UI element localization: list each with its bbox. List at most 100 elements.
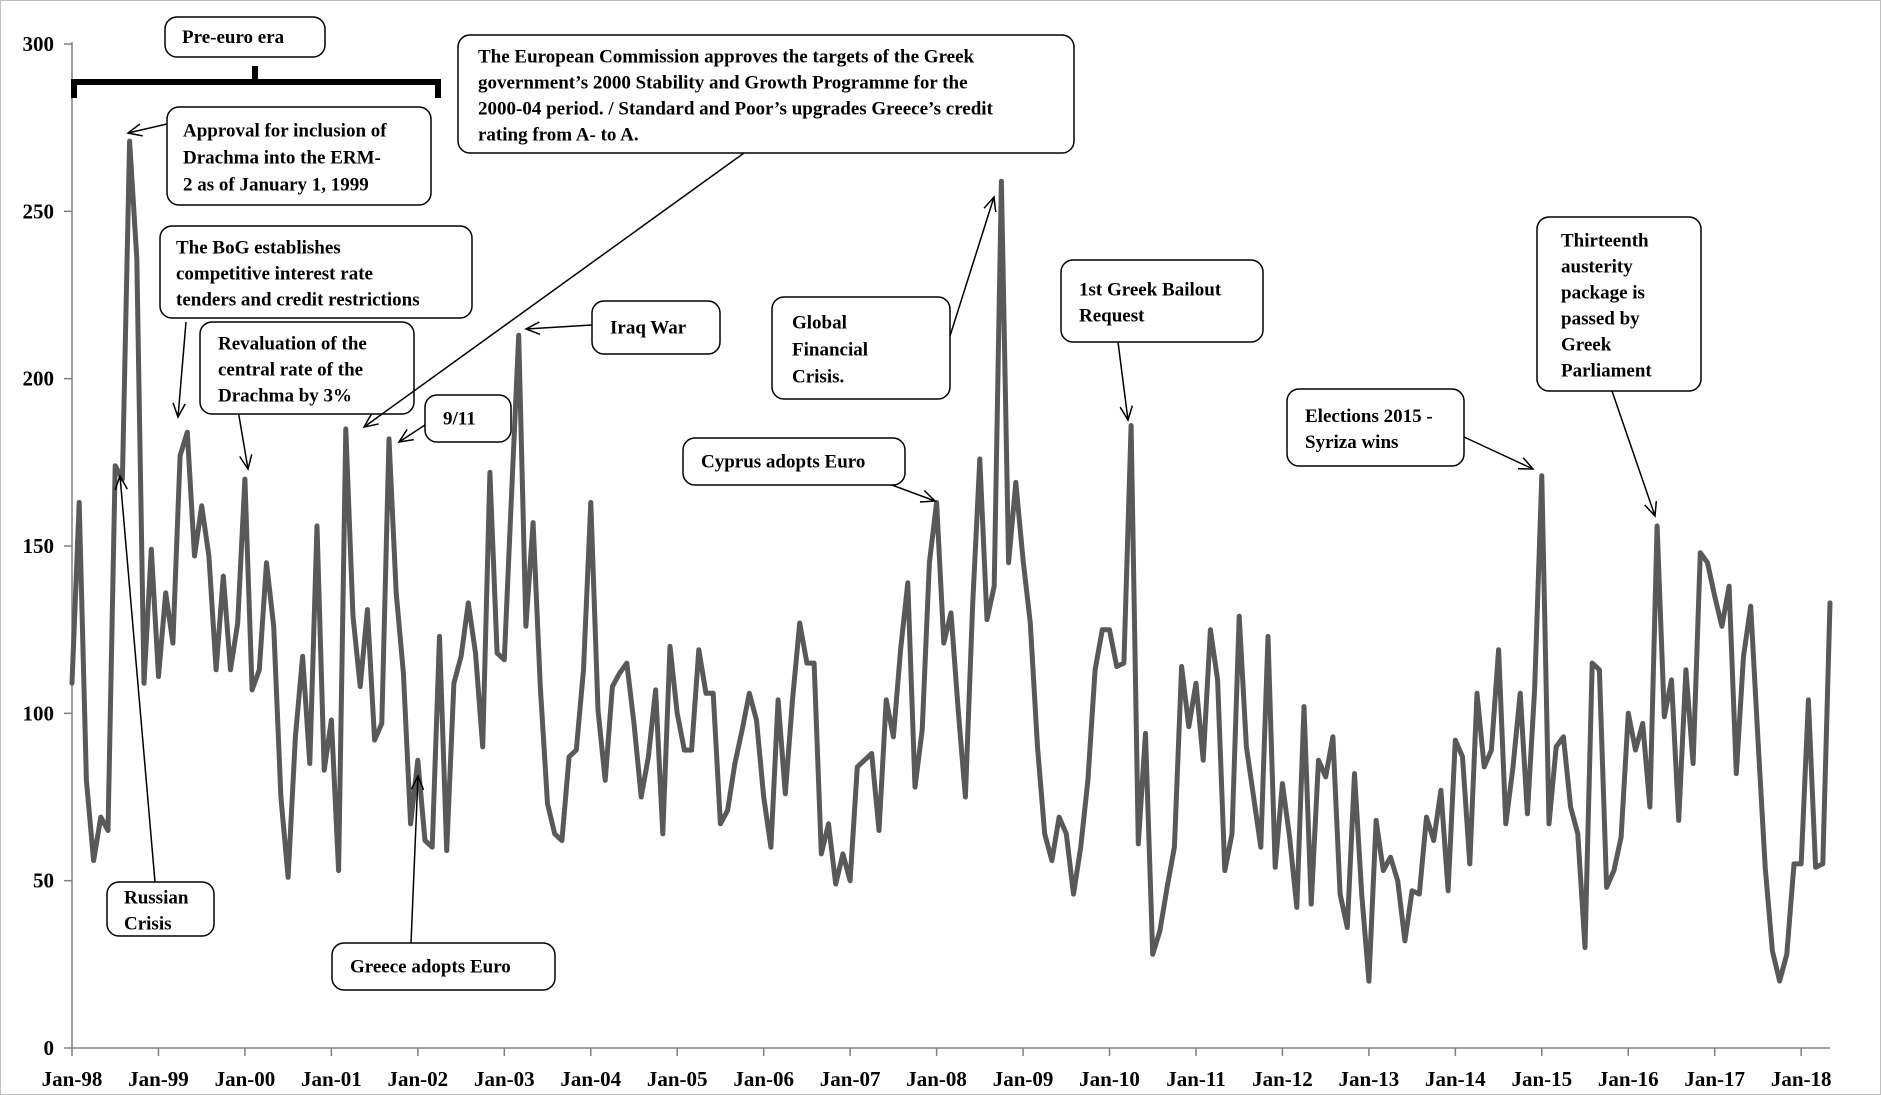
annotation-cyprus-euro: Cyprus adopts Euro xyxy=(682,437,937,503)
x-tick-label: Jan-12 xyxy=(1252,1067,1313,1091)
arrow-head xyxy=(114,474,128,491)
x-tick-label: Jan-05 xyxy=(647,1067,708,1091)
annotation-text: Syriza wins xyxy=(1305,432,1398,453)
arrow-head xyxy=(172,402,186,419)
annotation-text: 9/11 xyxy=(443,409,476,430)
annotation-box xyxy=(164,16,326,58)
x-tick-label: Jan-09 xyxy=(993,1067,1054,1091)
arrow-head xyxy=(397,428,414,444)
x-tick-label: Jan-06 xyxy=(733,1067,794,1091)
annotation-text: competitive interest rate xyxy=(176,263,373,284)
y-tick-label: 150 xyxy=(23,534,55,558)
x-tick-label: Jan-11 xyxy=(1166,1067,1226,1091)
annotation-text: Financial xyxy=(792,340,868,361)
annotation-text: Greece adopts Euro xyxy=(350,957,511,978)
x-tick-label: Jan-16 xyxy=(1598,1067,1659,1091)
annotation-global-financial-crisis: Global Financial Crisis. xyxy=(771,195,997,400)
arrow-head xyxy=(983,195,997,212)
annotation-text: Cyprus adopts Euro xyxy=(701,452,865,473)
arrow-head xyxy=(239,454,253,471)
x-tick-label: Jan-03 xyxy=(474,1067,535,1091)
annotation-text: package is xyxy=(1561,282,1645,303)
leader-line xyxy=(237,409,249,470)
x-tick-label: Jan-14 xyxy=(1425,1067,1486,1091)
annotation-box xyxy=(106,881,215,937)
annotation-box xyxy=(1536,216,1702,392)
annotation-text: tenders and credit restrictions xyxy=(176,289,420,310)
x-tick-label: Jan-02 xyxy=(387,1067,448,1091)
annotation-text: 2000-04 period. / Standard and Poor’s up… xyxy=(478,98,994,119)
x-tick-label: Jan-04 xyxy=(560,1067,621,1091)
annotation-box xyxy=(591,300,721,355)
annotation-greece-euro: Greece adopts Euro xyxy=(331,774,556,991)
leader-line xyxy=(888,483,936,502)
annotation-text: 1st Greek Bailout xyxy=(1079,279,1222,300)
annotation-elections-2015: Elections 2015 - Syriza wins xyxy=(1286,388,1535,470)
x-tick-label: Jan-17 xyxy=(1684,1067,1745,1091)
annotation-box xyxy=(682,437,906,486)
annotation-text: passed by xyxy=(1561,308,1640,329)
arrow-head xyxy=(919,489,937,503)
x-tick-label: Jan-07 xyxy=(820,1067,881,1091)
arrow-head xyxy=(1644,500,1658,518)
annotation-text: Elections 2015 - xyxy=(1305,406,1433,427)
annotation-text: Drachma by 3% xyxy=(218,385,352,406)
annotation-text: central rate of the xyxy=(218,359,363,380)
x-tick-label: Jan-00 xyxy=(215,1067,276,1091)
annotation-text: austerity xyxy=(1561,256,1633,277)
leader-line xyxy=(410,775,419,944)
y-tick-label: 50 xyxy=(33,869,54,893)
annotation-text: Greek xyxy=(1561,334,1612,355)
y-tick-label: 200 xyxy=(23,367,55,391)
annotation-text: 2 as of January 1, 1999 xyxy=(183,175,369,196)
annotation-text: Thirteenth xyxy=(1561,230,1649,251)
leader-line xyxy=(1463,436,1534,470)
annotation-text: Global xyxy=(792,313,847,334)
x-tick-label: Jan-10 xyxy=(1079,1067,1140,1091)
series-layer xyxy=(69,138,1833,984)
y-tick-label: 100 xyxy=(23,701,55,725)
annotation-revaluation: Revaluation of the central rate of the Dra… xyxy=(199,321,415,471)
leader-line xyxy=(119,475,156,883)
x-tick-label: Jan-15 xyxy=(1511,1067,1572,1091)
annotation-text: government’s 2000 Stability and Growth P… xyxy=(478,72,968,93)
annotation-text: Russian xyxy=(124,887,189,908)
leader-line xyxy=(398,424,426,443)
x-tick-label: Jan-99 xyxy=(128,1067,189,1091)
pre-euro-bracket xyxy=(71,66,441,98)
annotation-approval-erm2: Approval for inclusion of Drachma into th… xyxy=(126,106,432,206)
annotation-box xyxy=(1286,388,1465,467)
x-tick-label: Jan-18 xyxy=(1771,1067,1832,1091)
annotation-text: Parliament xyxy=(1561,360,1652,381)
annotation-text: Crisis. xyxy=(792,367,844,388)
annotation-pre-euro-era: Pre-euro era xyxy=(164,16,326,58)
annotation-box xyxy=(771,296,951,400)
y-tick-label: 250 xyxy=(23,199,55,223)
annotation-text: Pre-euro era xyxy=(182,27,285,48)
arrow-head xyxy=(524,321,541,335)
leader-line xyxy=(363,152,745,428)
annotation-box xyxy=(457,34,1075,154)
annotation-text: Drachma into the ERM- xyxy=(183,148,381,169)
annotation-iraq-war: Iraq War xyxy=(524,300,721,355)
arrow-head xyxy=(362,413,379,429)
leader-line xyxy=(525,324,593,330)
annotation-text: Approval for inclusion of xyxy=(183,121,387,142)
annotation-european-commission: The European Commission approves the tar… xyxy=(362,34,1075,429)
annotation-box xyxy=(166,106,432,206)
annotation-text: Crisis xyxy=(124,913,172,934)
leader-line xyxy=(1117,341,1129,421)
arrow-head xyxy=(410,774,425,791)
arrow-head xyxy=(1119,405,1134,422)
arrow-head xyxy=(1517,457,1535,470)
annotation-layer: Pre-euro era Approval for inclusion of Dra… xyxy=(71,16,1702,991)
leader-line xyxy=(1611,390,1656,517)
x-tick-label: Jan-13 xyxy=(1339,1067,1400,1091)
annotation-box xyxy=(331,942,556,991)
annotation-nine-eleven: 9/11 xyxy=(397,394,512,444)
arrow-head xyxy=(126,123,143,137)
annotation-box xyxy=(1060,259,1264,343)
annotation-text: Revaluation of the xyxy=(218,333,367,354)
